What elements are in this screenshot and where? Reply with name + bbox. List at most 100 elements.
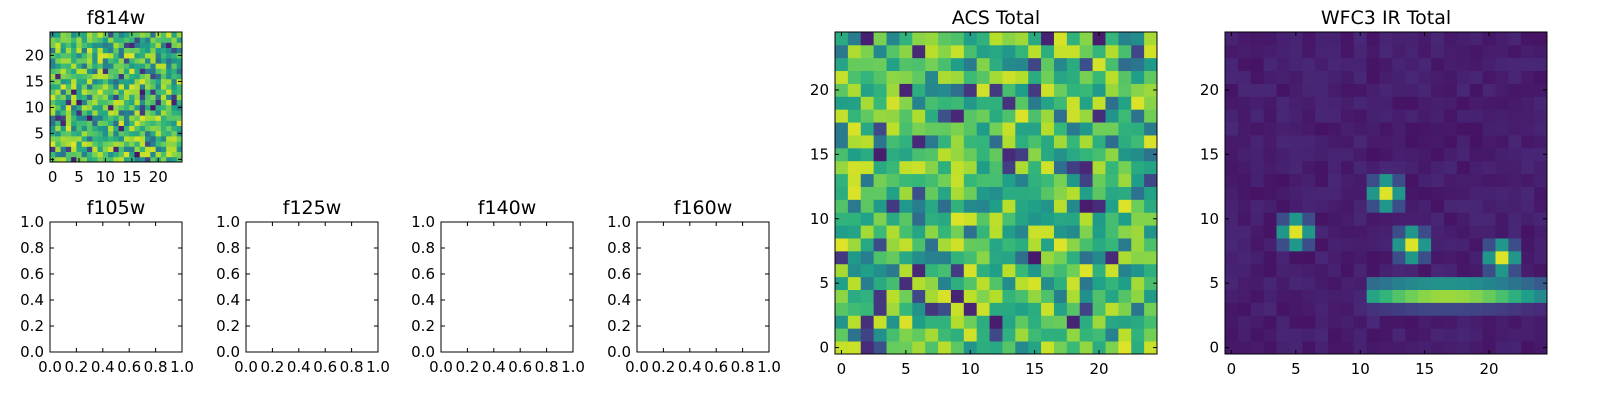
heatmap-cell — [1392, 238, 1406, 252]
heatmap-cell — [1263, 96, 1277, 110]
heatmap-cell — [1118, 212, 1132, 226]
heatmap-cell — [1144, 147, 1158, 162]
x-tick-label: 0.0 — [625, 358, 649, 376]
heatmap-cell — [176, 32, 183, 38]
heatmap-cell — [118, 99, 125, 106]
heatmap-cell — [102, 73, 109, 80]
heatmap-cell — [860, 135, 875, 149]
heatmap-cell — [1237, 315, 1252, 329]
heatmap-cell — [1443, 122, 1458, 136]
heatmap-cell — [113, 94, 120, 100]
heatmap-cell — [1418, 147, 1432, 162]
heatmap-cell — [1302, 135, 1316, 149]
heatmap-cell — [1482, 315, 1496, 329]
heatmap-cell — [113, 125, 120, 132]
heatmap-cell — [176, 136, 183, 142]
heatmap-cell — [1508, 70, 1522, 84]
heatmap-cell — [1366, 263, 1380, 278]
heatmap-cell — [150, 94, 156, 100]
heatmap-cell — [1534, 70, 1548, 84]
heatmap-cell — [1015, 199, 1029, 213]
heatmap-cell — [1469, 109, 1483, 123]
heatmap-cell — [129, 146, 135, 152]
heatmap-cell — [1405, 238, 1419, 252]
heatmap-cell — [1144, 328, 1158, 342]
axes-frame — [636, 221, 770, 353]
heatmap-cell — [1015, 238, 1029, 252]
heatmap-cell — [1379, 70, 1393, 84]
y-tick-label: 10 — [810, 210, 829, 228]
heatmap-cell — [176, 151, 183, 158]
heatmap-cell — [1418, 238, 1432, 252]
heatmap-cell — [134, 110, 141, 116]
heatmap-cell — [108, 120, 114, 126]
y-tick-label: 1.0 — [411, 213, 435, 231]
heatmap-cell — [1353, 135, 1368, 149]
heatmap-cell — [171, 73, 178, 80]
heatmap-cell — [1263, 302, 1277, 316]
heatmap-cell — [899, 96, 913, 110]
heatmap-cell — [950, 328, 965, 342]
heatmap-cell — [886, 96, 900, 110]
heatmap-cell — [1340, 225, 1355, 239]
heatmap-cell — [989, 250, 1003, 265]
heatmap-cell — [92, 125, 98, 132]
heatmap-cell — [171, 58, 178, 64]
heatmap-cell — [97, 156, 104, 163]
heatmap-cell — [1092, 109, 1106, 123]
heatmap-cell — [108, 58, 114, 64]
heatmap-cell — [1079, 32, 1093, 46]
heatmap-cell — [1431, 32, 1445, 46]
heatmap-cell — [108, 156, 114, 163]
heatmap-cell — [886, 263, 900, 278]
heatmap-cell — [113, 115, 120, 121]
heatmap-cell — [1250, 199, 1265, 213]
heatmap-cell — [963, 199, 978, 213]
heatmap-cell — [950, 32, 965, 46]
heatmap-cell — [1250, 173, 1265, 187]
heatmap-cell — [171, 32, 178, 38]
heatmap-cell — [139, 120, 146, 126]
heatmap-cell — [925, 173, 939, 187]
heatmap-cell — [1315, 263, 1329, 278]
heatmap-cell — [97, 37, 104, 43]
heatmap-cell — [1092, 44, 1106, 59]
heatmap-cell — [1443, 147, 1458, 162]
heatmap-cell — [150, 104, 156, 111]
y-tick-label: 15 — [810, 145, 829, 163]
heatmap-cell — [1495, 160, 1509, 175]
heatmap-cell — [1276, 315, 1290, 329]
heatmap-cell — [1092, 173, 1106, 187]
heatmap-cell — [134, 125, 141, 132]
heatmap-cell — [92, 151, 98, 158]
heatmap-cell — [166, 156, 172, 163]
heatmap-cell — [176, 146, 183, 152]
heatmap-cell — [97, 151, 104, 158]
heatmap-cell — [129, 99, 135, 106]
heatmap-cell — [835, 44, 849, 59]
heatmap-cell — [950, 173, 965, 187]
heatmap-cell — [139, 42, 146, 48]
heatmap-cell — [1289, 83, 1303, 97]
heatmap-cell — [847, 315, 862, 329]
heatmap-cell — [989, 32, 1003, 46]
heatmap-cell — [113, 99, 120, 106]
heatmap-cell — [65, 94, 72, 100]
heatmap-cell — [113, 141, 120, 147]
heatmap-cell — [1340, 186, 1355, 200]
heatmap-cell — [1418, 212, 1432, 226]
heatmap-cell — [1431, 250, 1445, 265]
heatmap-cell — [1066, 109, 1081, 123]
heatmap-cell — [1418, 302, 1432, 316]
heatmap-cell — [129, 120, 135, 126]
heatmap-cell — [1495, 173, 1509, 187]
heatmap-cell — [160, 104, 167, 111]
heatmap-cell — [55, 37, 61, 43]
heatmap-cell — [1015, 315, 1029, 329]
heatmap-cell — [113, 78, 120, 85]
heatmap-cell — [1053, 70, 1068, 84]
heatmap-cell — [1431, 289, 1445, 303]
heatmap-cell — [976, 57, 990, 72]
heatmap-cell — [1353, 122, 1368, 136]
